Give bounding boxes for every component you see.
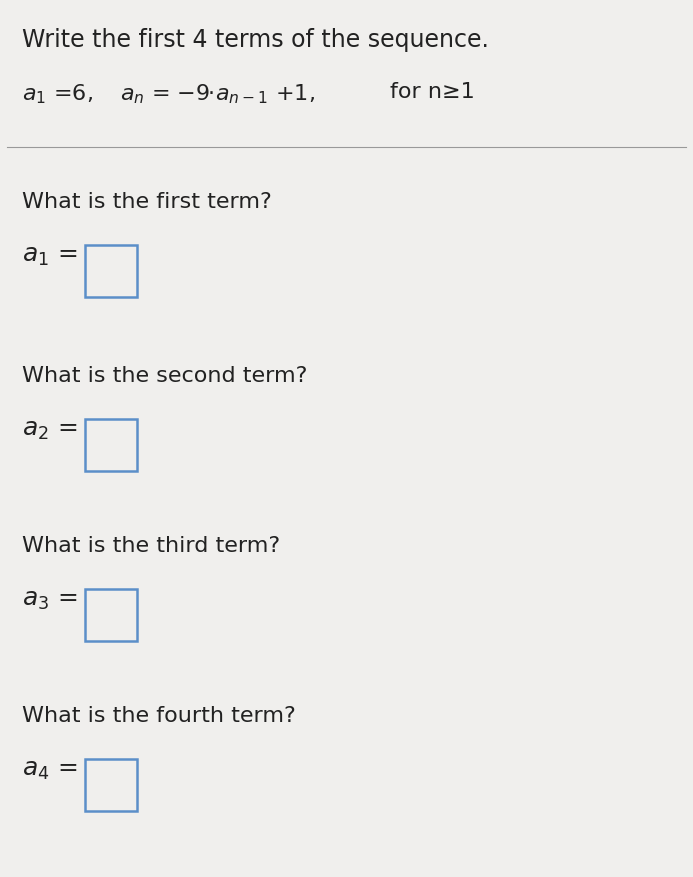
Text: $a_{2}$ =: $a_{2}$ = bbox=[22, 417, 78, 441]
Text: What is the fourth term?: What is the fourth term? bbox=[22, 705, 296, 725]
Text: $a_{4}$ =: $a_{4}$ = bbox=[22, 757, 78, 781]
Text: Write the first 4 terms of the sequence.: Write the first 4 terms of the sequence. bbox=[22, 28, 489, 52]
Text: What is the third term?: What is the third term? bbox=[22, 535, 280, 555]
Text: $a_{3}$ =: $a_{3}$ = bbox=[22, 588, 78, 611]
Text: $a_{1}$ =: $a_{1}$ = bbox=[22, 244, 78, 267]
FancyBboxPatch shape bbox=[85, 589, 137, 641]
Text: $a_1$ =6,: $a_1$ =6, bbox=[22, 82, 93, 105]
Text: What is the second term?: What is the second term? bbox=[22, 366, 308, 386]
FancyBboxPatch shape bbox=[85, 759, 137, 811]
Text: What is the first term?: What is the first term? bbox=[22, 192, 272, 211]
Text: $a_n$ = −9·$a_{n-1}$ +1,: $a_n$ = −9·$a_{n-1}$ +1, bbox=[120, 82, 315, 105]
FancyBboxPatch shape bbox=[85, 246, 137, 297]
Text: for n≥1: for n≥1 bbox=[390, 82, 475, 102]
FancyBboxPatch shape bbox=[85, 419, 137, 472]
